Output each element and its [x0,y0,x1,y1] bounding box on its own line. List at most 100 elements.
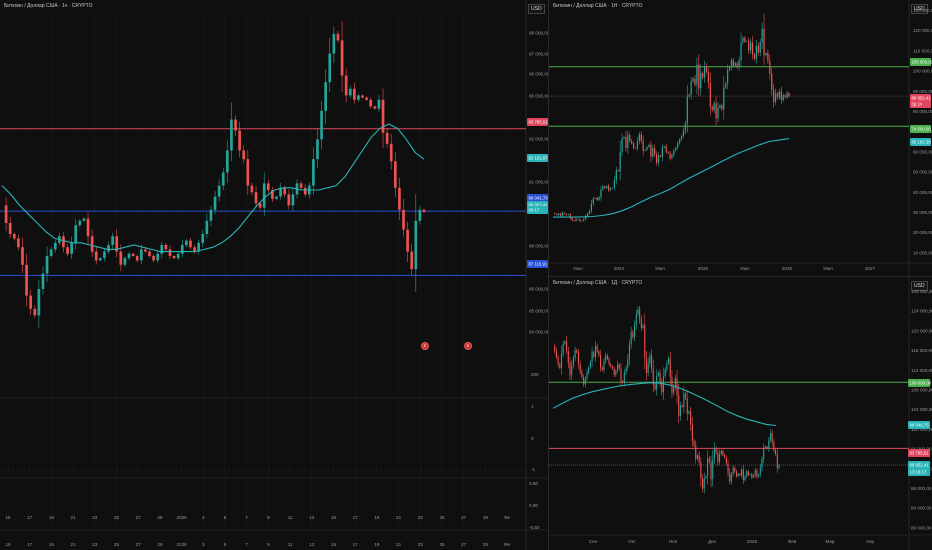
price-candle [665,146,667,152]
price-candle [589,362,591,368]
price-tick-label: 100 000,00 [913,69,932,74]
price-candle [773,442,775,451]
price-candle [555,350,557,358]
price-candle [62,236,65,248]
price-candle [765,53,767,56]
price-candle [695,445,697,459]
time-tick-label: 25 [114,542,120,547]
time-tick-label: 25 [439,542,445,547]
daily-chart-pane[interactable]: Биткоин / Доллар США · 1Д · CRYPTO USD 1… [549,277,932,550]
time-tick-label: Июл [823,266,833,271]
price-candle [291,194,295,206]
pane-divider-horizontal[interactable] [549,276,932,277]
time-tick-label: 15 [331,542,337,547]
price-candle [710,462,712,480]
price-candle [353,88,356,100]
price-candle [702,72,704,78]
price-tick-label: 120 000,00 [911,328,932,333]
price-candle [275,196,278,199]
price-candle [725,457,727,464]
price-candle [686,398,688,414]
price-candle [763,448,765,460]
time-tick-label: Дек [708,539,717,544]
oscillator-tick-label: 1 [531,404,534,409]
price-candle [671,154,673,159]
price-level-tag: 3д 1ч [912,102,923,107]
price-candle [657,372,659,376]
price-candle [554,213,556,215]
price-level-tag-bg [527,194,548,202]
price-candle [29,295,33,309]
hourly-chart-title: Биткоин / Доллар США · 1ч · CRYPTO [4,3,93,9]
price-candle [332,33,336,54]
price-tick-label: 116 000,00 [911,348,932,353]
price-candle [246,159,250,186]
event-marker-icon[interactable]: E [464,342,472,350]
price-candle [674,377,676,388]
price-candle [730,60,733,68]
price-candle [677,143,679,148]
price-candle [640,134,642,141]
weekly-chart-pane[interactable]: Биткоин / Доллар США · 1Н · CRYPTO USD 1… [549,0,932,276]
weekly-currency-label[interactable]: USD [911,4,928,14]
price-candle [406,229,409,252]
hourly-currency-label[interactable]: USD [528,4,545,14]
price-candle [644,325,646,358]
time-tick-label: 29 [483,515,489,520]
price-candle [696,64,698,85]
price-candle [749,473,751,475]
price-level-tag-bg [908,468,930,476]
price-candle [572,357,574,366]
time-tick-label: 9 [267,542,270,547]
price-candle [369,99,373,107]
price-level-tag-bg [910,125,931,133]
price-candle [70,242,73,254]
hourly-chart-pane[interactable]: Биткоин / Доллар США · 1ч · CRYPTO USD 9… [0,0,548,550]
hourly-chart-svg[interactable]: 98 000,00 97 000,00 96 000,00 95 000,00 92 0… [0,0,548,550]
price-level-tag-bg [527,154,548,162]
time-tick-label: 2026 [747,539,758,544]
time-tick-label: 2025 [698,266,709,271]
time-tick-label: 13 [309,542,315,547]
price-candle [564,341,566,345]
price-candle [164,245,168,250]
price-candle [693,440,695,446]
price-candle [49,249,53,256]
price-tick-label: 98 000,00 [529,31,548,36]
daily-chart-svg[interactable]: 128 000,00 124 000,00 120 000,00 116 000,00… [549,277,932,550]
price-candle [646,147,648,150]
price-candle [4,205,8,223]
pane-divider-vertical[interactable] [548,0,549,550]
time-tick-label: Фе [504,542,510,547]
price-candle [750,42,752,51]
price-candle [727,463,729,473]
price-level-tag: 00:17 [529,208,540,213]
daily-currency-label[interactable]: USD [911,281,928,291]
event-marker-icon[interactable]: E [421,342,429,350]
price-candle [654,148,656,155]
time-tick-label: 29 [157,515,163,520]
price-candle [197,242,200,252]
price-candle [673,387,675,393]
time-tick-label: Июл [740,266,750,271]
price-candle [708,458,710,463]
time-tick-label: 19 [49,542,55,547]
time-tick-label: 23 [418,542,424,547]
price-candle [632,332,634,338]
price-candle [230,119,233,151]
price-candle [53,242,57,250]
time-tick-label: 27 [136,515,142,520]
price-candle [594,346,597,358]
price-candle [98,258,102,261]
price-tick-label: 104 000,00 [911,407,932,412]
time-tick-label: 19 [374,542,380,547]
time-tick-label: 25 [114,515,120,520]
weekly-chart-svg[interactable]: 130 000,00 120 000,00 110 000,00 100 000,00… [549,0,932,276]
price-candle [361,95,364,98]
price-candle [606,186,608,189]
price-tick-label: 97 000,00 [529,52,548,57]
price-candle [722,450,724,455]
price-level-tag: 13:18:17 [910,470,927,475]
time-tick-label: Ноя [669,539,678,544]
price-candle [640,319,642,328]
